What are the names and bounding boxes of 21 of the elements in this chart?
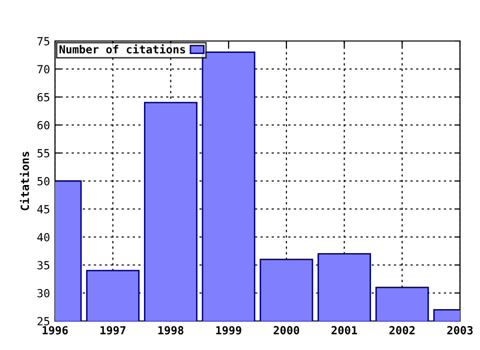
x-tick-label: 2000 — [274, 326, 300, 334]
y-tick-label: 25 — [38, 317, 50, 326]
y-tick-label: 75 — [38, 37, 50, 46]
y-axis-title: Citations — [20, 152, 30, 210]
x-tick-label: 2001 — [332, 326, 358, 334]
x-tick-label: 1999 — [216, 326, 242, 335]
y-tick-label: 35 — [38, 261, 50, 270]
y-tick-label: 55 — [38, 149, 50, 158]
y-tick-label: 45 — [37, 205, 50, 214]
y-tick-label: 30 — [38, 289, 50, 298]
x-tick-label: 1997 — [100, 326, 126, 335]
y-tick-label: 40 — [37, 233, 50, 242]
y-tick-label: 65 — [37, 93, 50, 102]
legend-label: Number of citations — [60, 44, 186, 54]
y-tick-label: 60 — [37, 121, 50, 130]
x-tick-label: 2002 — [389, 326, 415, 334]
x-tick-label: 2003 — [447, 326, 473, 334]
x-tick-label: 1998 — [158, 326, 184, 335]
y-tick-label: 70 — [38, 65, 50, 74]
x-tick-label: 1996 — [42, 326, 68, 335]
y-tick-label: 50 — [38, 177, 50, 186]
